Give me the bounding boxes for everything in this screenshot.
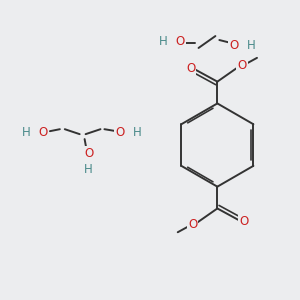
Text: O: O [116,126,125,139]
Text: H: H [158,34,167,47]
Text: H: H [22,126,31,139]
Text: H: H [84,163,93,176]
Text: H: H [247,40,255,52]
Text: O: O [175,34,184,47]
Text: O: O [186,62,195,75]
Text: O: O [188,218,197,231]
Text: O: O [239,215,249,228]
Text: O: O [38,126,48,139]
Text: O: O [230,40,239,52]
Text: O: O [238,59,247,72]
Text: H: H [133,126,142,139]
Text: O: O [84,148,93,160]
